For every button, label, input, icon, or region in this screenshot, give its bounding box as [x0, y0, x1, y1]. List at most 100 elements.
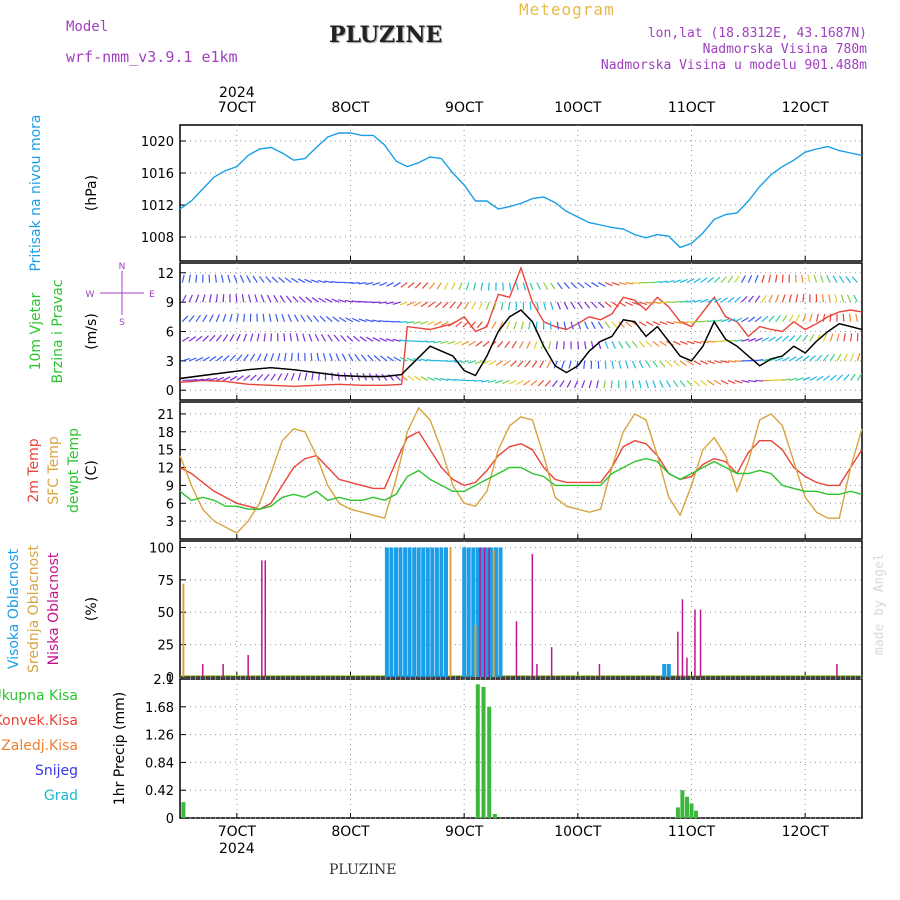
wind-barb: [556, 301, 561, 310]
wind-barb: [821, 294, 824, 303]
wind-barb: [802, 334, 809, 342]
wind-barb: [832, 275, 838, 283]
pressure-series-pressure: [179, 132, 863, 249]
wind-barb: [575, 360, 579, 369]
wind-barb: [652, 281, 661, 284]
page-title: PLUZINE: [329, 22, 443, 48]
high-cloud-bar: [666, 664, 671, 677]
wind-barb: [584, 301, 591, 309]
wind-barb: [686, 278, 695, 284]
wind-barb: [256, 374, 264, 381]
wind-barb: [679, 380, 686, 388]
low-cloud-bar: [515, 621, 518, 677]
wind-barb: [495, 379, 504, 384]
wind-barb: [631, 340, 638, 348]
wind-barb: [399, 321, 408, 323]
wind-barb: [618, 321, 625, 328]
wind-barb: [289, 333, 292, 342]
wind-barb: [754, 295, 761, 303]
low-cloud-bar: [681, 599, 684, 677]
wind-barb: [189, 379, 198, 382]
wind-barb: [258, 275, 265, 283]
wind-barb: [292, 295, 299, 303]
wind-barb: [834, 294, 838, 303]
wind-barb: [487, 282, 490, 291]
wind-barb: [693, 340, 702, 344]
wind-barb: [523, 379, 531, 386]
wind-barb: [529, 302, 532, 311]
wind-barb: [195, 314, 201, 323]
wind-barb: [314, 333, 320, 342]
wind-barb: [552, 380, 558, 388]
wind-barb: [353, 335, 360, 342]
wind-barb: [250, 374, 257, 381]
wind-barb: [393, 356, 401, 362]
wind-barb: [556, 321, 559, 330]
wind-barb: [727, 318, 736, 323]
wind-barb: [270, 353, 275, 362]
wind-barb: [536, 282, 541, 291]
wind-barb: [290, 372, 295, 381]
wind-barb: [829, 313, 832, 322]
wind-barb: [734, 317, 743, 323]
bottom-time-tick-label: 7OCT: [218, 824, 257, 840]
wind-barb: [747, 275, 753, 283]
wind-barb: [372, 319, 381, 323]
wind-barb: [379, 282, 388, 287]
wind-barb: [748, 337, 757, 342]
low-cloud-bar: [483, 547, 486, 677]
wind-barb: [588, 380, 593, 389]
wind-barb: [652, 340, 660, 347]
wind-barb: [351, 281, 360, 284]
wind-barb: [502, 379, 510, 385]
wind-barb: [440, 340, 449, 344]
wind-barb: [236, 333, 241, 342]
wind-barb: [563, 301, 569, 310]
wind-barb: [754, 274, 759, 283]
wind-barb: [386, 355, 395, 362]
wind-barb: [802, 355, 810, 362]
bottom-time-tick-label: 9OCT: [445, 824, 484, 840]
wind-barb: [840, 294, 845, 303]
wind-barb: [306, 314, 313, 323]
wind-barbs: [181, 274, 863, 389]
wind-barb: [393, 282, 401, 288]
wind-barb: [539, 360, 545, 369]
wind-barb: [222, 376, 231, 381]
model-label: Model: [66, 19, 109, 35]
y-axis-unit: (C): [84, 460, 100, 481]
y-axis-title: Brzina i Pravac: [50, 280, 66, 384]
wind-barb: [611, 301, 619, 308]
panel-pressure: 1008 1012 1016 1020 (hPa) Pritisak na nivou m…: [28, 114, 863, 272]
wind-barb: [235, 294, 238, 303]
wind-barb: [741, 317, 749, 323]
wind-barb: [581, 380, 586, 389]
wind-barb: [836, 333, 840, 342]
high-cloud-bar: [389, 547, 394, 677]
wind-barb: [819, 274, 824, 283]
wind-barb: [754, 316, 762, 323]
wind-barb: [181, 336, 190, 342]
y-tick-label: 50: [157, 606, 174, 621]
high-cloud-bar: [466, 547, 471, 677]
y-tick-label: 1.26: [145, 729, 174, 744]
wind-barb: [293, 314, 299, 322]
precip-bar: [181, 802, 186, 818]
y-axis-title: Niska Oblacnost: [46, 552, 62, 665]
wind-barb: [195, 378, 204, 382]
wind-barb: [768, 336, 776, 342]
wind-barb: [543, 282, 549, 290]
compass-north-label: N: [119, 262, 126, 272]
wind-barb: [802, 314, 807, 322]
wind-barb: [335, 353, 340, 362]
wind-barb: [734, 379, 743, 384]
wind-barb: [577, 341, 580, 350]
wind-barb: [788, 294, 792, 303]
wind-barb: [809, 376, 818, 381]
wind-barb: [202, 377, 211, 382]
wind-barb: [413, 301, 422, 307]
footer-station-label: PLUZINE: [329, 862, 397, 878]
wind-barb: [816, 354, 823, 362]
compass-south-label: S: [119, 318, 125, 328]
wind-barb: [782, 335, 789, 342]
